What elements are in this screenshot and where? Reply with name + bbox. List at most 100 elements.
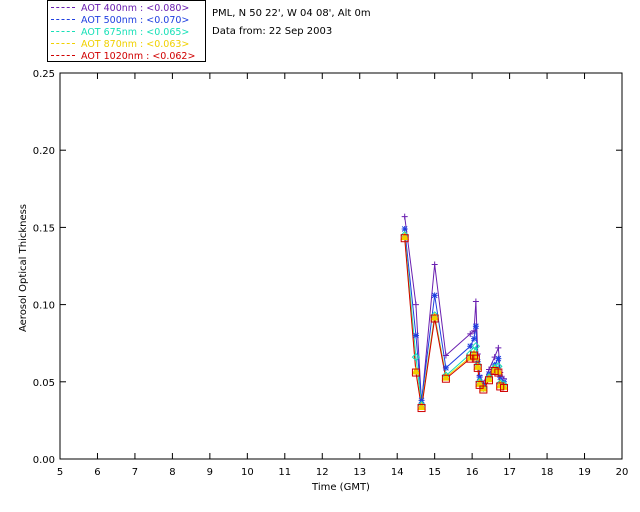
data-point — [484, 376, 493, 385]
plus-marker — [412, 301, 419, 308]
data-point — [430, 314, 439, 323]
x-tick-label: 11 — [278, 467, 291, 478]
data-point — [401, 225, 408, 232]
triangle-marker — [430, 312, 440, 321]
axis-ticks: 5 6 7 8 9 10 11 12 13 14 15 16 17 18 19 20 0.00 0.05 0.10 0… — [33, 69, 629, 478]
diamond-marker — [411, 352, 421, 362]
triangle-marker — [441, 372, 451, 381]
y-tick-label: 0.00 — [33, 455, 55, 466]
data-point — [401, 213, 408, 220]
legend-item-500: AOT 500nm : <0.070> — [51, 15, 203, 27]
x-tick-label: 9 — [207, 467, 213, 478]
square-marker — [411, 368, 420, 377]
legend-label-1020: AOT 1020nm : <0.062> — [81, 51, 196, 62]
y-tick-label: 0.25 — [33, 69, 55, 80]
data-point — [431, 261, 438, 268]
x-tick-label: 19 — [578, 467, 591, 478]
asterisk-marker — [467, 343, 474, 350]
x-tick-label: 10 — [241, 467, 254, 478]
y-axis-label: Aerosol Optical Thickness — [18, 204, 29, 332]
asterisk-marker — [401, 225, 408, 232]
data-point — [431, 292, 438, 299]
x-tick-label: 7 — [132, 467, 138, 478]
x-tick-label: 13 — [353, 467, 366, 478]
asterisk-marker — [476, 374, 483, 381]
triangle-marker — [473, 361, 483, 370]
legend-label-400: AOT 400nm : <0.080> — [81, 3, 190, 14]
x-tick-label: 8 — [169, 467, 175, 478]
square-marker — [417, 404, 426, 413]
triangle-marker — [417, 401, 426, 411]
asterisk-marker — [471, 335, 478, 342]
x-tick-label: 16 — [466, 467, 479, 478]
square-marker — [441, 374, 450, 383]
y-tick-label: 0.20 — [33, 146, 55, 157]
series-layer — [400, 213, 509, 413]
legend-swatch-400 — [51, 7, 75, 8]
data-point — [411, 352, 421, 362]
data-point — [417, 401, 426, 411]
plot-frame — [59, 72, 623, 460]
square-marker — [499, 383, 508, 392]
data-point — [430, 312, 440, 321]
asterisk-marker — [495, 355, 502, 362]
data-point — [411, 366, 421, 375]
data-point — [472, 323, 479, 330]
x-tick-label: 6 — [94, 467, 100, 478]
square-marker — [479, 385, 488, 394]
data-point — [484, 374, 494, 383]
triangle-marker — [484, 374, 494, 383]
data-point — [494, 368, 503, 377]
data-point — [412, 332, 419, 339]
x-tick-label: 12 — [316, 467, 329, 478]
data-point — [471, 342, 481, 351]
legend-swatch-500 — [51, 19, 75, 20]
diamond-marker — [471, 342, 481, 351]
plus-marker — [471, 327, 478, 334]
data-point — [473, 361, 483, 370]
legend: AOT 400nm : <0.080> AOT 500nm : <0.070> … — [47, 0, 206, 62]
data-point — [412, 301, 419, 308]
data-point — [499, 383, 508, 392]
data-point — [441, 372, 451, 381]
legend-item-400: AOT 400nm : <0.080> — [51, 3, 203, 15]
plus-marker — [442, 352, 449, 359]
square-marker — [471, 354, 480, 363]
data-point — [418, 397, 425, 404]
plus-marker — [495, 344, 502, 351]
legend-item-870: AOT 870nm : <0.063> — [51, 39, 203, 51]
data-point — [442, 364, 449, 371]
data-point — [471, 354, 480, 363]
legend-label-675: AOT 675nm : <0.065> — [81, 27, 190, 38]
x-tick-label: 18 — [541, 467, 554, 478]
data-point — [476, 374, 483, 381]
square-marker — [430, 314, 439, 323]
data-point — [441, 374, 450, 383]
data-point — [495, 355, 502, 362]
plus-marker — [431, 261, 438, 268]
y-tick-label: 0.15 — [33, 223, 55, 234]
square-marker — [400, 234, 409, 243]
plus-marker — [401, 213, 408, 220]
legend-swatch-870 — [51, 43, 75, 44]
date-info: Data from: 22 Sep 2003 — [212, 26, 333, 37]
legend-label-500: AOT 500nm : <0.070> — [81, 15, 190, 26]
data-point — [495, 344, 502, 351]
triangle-marker — [411, 366, 421, 375]
data-point — [467, 330, 474, 337]
data-point — [471, 327, 478, 334]
asterisk-marker — [418, 397, 425, 404]
data-point — [497, 374, 504, 381]
legend-item-1020: AOT 1020nm : <0.062> — [51, 51, 203, 63]
site-info: PML, N 50 22', W 04 08', Alt 0m — [212, 8, 371, 19]
x-tick-label: 15 — [428, 467, 441, 478]
data-point — [467, 343, 474, 350]
legend-item-675: AOT 675nm : <0.065> — [51, 27, 203, 39]
data-point — [479, 385, 488, 394]
data-point — [411, 368, 420, 377]
x-tick-label: 5 — [57, 467, 63, 478]
square-marker — [473, 363, 482, 372]
asterisk-marker — [472, 323, 479, 330]
y-tick-label: 0.05 — [33, 378, 55, 389]
